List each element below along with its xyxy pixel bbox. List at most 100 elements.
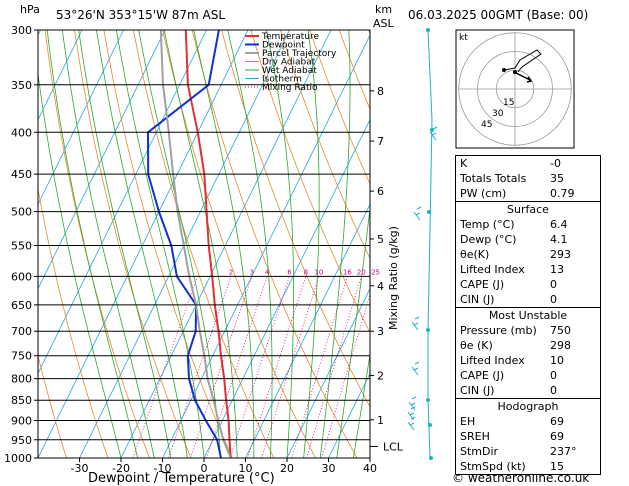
most-unstable-row: CIN (J) 0 xyxy=(456,383,600,398)
most-unstable-row: Lifted Index 10 xyxy=(456,353,600,368)
hodograph-row: EH 69 xyxy=(456,414,600,429)
index-value: 0.79 xyxy=(550,187,575,200)
mixing-ratio-tick-label: 4 xyxy=(265,268,270,276)
x-tick-label: 20 xyxy=(280,462,294,475)
wet-adiabat-line xyxy=(96,30,188,458)
legend-label: Dry Adiabat xyxy=(262,58,316,68)
surface-row: Temp (°C) 6.4 xyxy=(456,217,600,232)
storm-motion-arrow-icon xyxy=(515,72,533,83)
most-unstable-row: CAPE (J) 0 xyxy=(456,368,600,383)
pressure-tick-label: 700 xyxy=(11,325,32,338)
isotherm-line xyxy=(38,30,83,121)
hodograph-label: StmDir xyxy=(460,445,499,458)
index-row: K -0 xyxy=(456,156,600,171)
hodograph-row: StmSpd (kt) 15 xyxy=(456,459,600,474)
hodograph-value: 15 xyxy=(550,460,564,473)
mixing-ratio-line xyxy=(229,276,290,458)
dry-adiabat-line xyxy=(221,30,370,408)
dry-adiabat-line xyxy=(604,30,629,458)
index-value: -0 xyxy=(550,157,561,170)
surface-row: θe(K) 293 xyxy=(456,247,600,262)
pressure-tick-label: 600 xyxy=(11,270,32,283)
most-unstable-title: Most Unstable xyxy=(488,309,568,322)
wind-barb-icon xyxy=(407,406,416,421)
wet-adiabat-line xyxy=(353,352,370,458)
hodograph-kt-label: kt xyxy=(459,33,468,43)
wind-level-dot xyxy=(426,398,430,402)
legend-label: Isotherm xyxy=(262,75,302,85)
index-label: PW (cm) xyxy=(460,187,507,200)
km-tick-label: 1 xyxy=(377,414,384,427)
pressure-tick-label: 950 xyxy=(11,434,32,447)
mixing-ratio-line xyxy=(321,293,370,458)
legend-label: Dewpoint xyxy=(262,41,305,51)
hodograph-label: EH xyxy=(460,415,476,428)
pressure-tick-label: 650 xyxy=(11,299,32,312)
hodograph-value: 237° xyxy=(550,445,577,458)
surface-label: Dewp (°C) xyxy=(460,233,517,246)
wind-level-dot xyxy=(429,456,433,460)
dry-adiabat-line xyxy=(280,30,370,260)
isotherm-line xyxy=(328,372,370,458)
dry-adiabat-line xyxy=(309,30,370,185)
surface-label: θe(K) xyxy=(460,248,490,261)
most-unstable-label: Lifted Index xyxy=(460,354,525,367)
pressure-tick-label: 750 xyxy=(11,350,32,363)
legend-label: Wet Adiabat xyxy=(262,66,317,76)
mixing-ratio-tick-label: 2 xyxy=(229,268,233,276)
isotherm-line xyxy=(38,30,207,375)
x-tick-label: -20 xyxy=(112,462,130,475)
most-unstable-row: θe (K) 298 xyxy=(456,338,600,353)
surface-label: CIN (J) xyxy=(460,293,495,306)
index-value: 35 xyxy=(550,172,564,185)
pressure-tick-label: 450 xyxy=(11,168,32,181)
hodograph-ring-label: 30 xyxy=(492,109,504,119)
hpa-label: hPa xyxy=(20,3,40,16)
wet-adiabat-line xyxy=(303,30,320,458)
most-unstable-value: 0 xyxy=(550,369,557,382)
most-unstable-value: 750 xyxy=(550,324,571,337)
mixing-ratio-axis-title: Mixing Ratio (g/kg) xyxy=(387,226,400,330)
km-tick-label: 3 xyxy=(377,325,384,338)
legend-label: Temperature xyxy=(261,32,319,42)
most-unstable-label: CAPE (J) xyxy=(460,369,505,382)
hodograph-ring-label: 45 xyxy=(481,120,492,130)
hodograph-row: StmDir 237° xyxy=(456,444,600,459)
x-tick-label: 40 xyxy=(363,462,377,475)
isotherm-line xyxy=(245,203,370,458)
km-label: km xyxy=(375,3,393,16)
indices-panel: K -0 Totals Totals 35 PW (cm) 0.79 Surface Te… xyxy=(455,155,601,475)
pressure-tick-label: 350 xyxy=(11,79,32,92)
asl-label: ASL xyxy=(373,17,394,30)
wind-level-dot xyxy=(428,423,432,427)
hodograph-value: 69 xyxy=(550,415,564,428)
surface-value: 0 xyxy=(550,278,557,291)
wind-barb-icon xyxy=(411,316,420,331)
isotherm-line xyxy=(38,30,249,458)
mixing-ratio-tick-label: 6 xyxy=(287,268,292,276)
mixing-ratio-tick-label: 3 xyxy=(250,268,254,276)
mixing-ratio-tick-label: 8 xyxy=(304,268,308,276)
most-unstable-label: Pressure (mb) xyxy=(460,324,537,337)
pressure-tick-label: 850 xyxy=(11,394,32,407)
hodograph-ring-label: 15 xyxy=(503,98,514,108)
wind-level-dot xyxy=(426,328,430,332)
pressure-tick-label: 400 xyxy=(11,126,32,139)
surface-label: CAPE (J) xyxy=(460,278,505,291)
wet-adiabat-line xyxy=(61,30,155,458)
index-label: K xyxy=(460,157,468,170)
km-tick-label: 5 xyxy=(377,233,384,246)
mixing-ratio-tick-label: 16 xyxy=(343,268,352,276)
isotherm-line xyxy=(286,287,370,458)
surface-row: CIN (J) 0 xyxy=(456,292,600,307)
dry-adiabat-line xyxy=(38,354,67,458)
mixing-ratio-line xyxy=(247,276,307,458)
plot-frame xyxy=(37,29,371,459)
wind-barb-icon xyxy=(411,361,420,376)
hodograph-value: 69 xyxy=(550,430,564,443)
pressure-tick-label: 1000 xyxy=(4,452,32,465)
wet-adiabat-line xyxy=(227,30,273,458)
most-unstable-row: Pressure (mb) 750 xyxy=(456,323,600,338)
surface-value: 293 xyxy=(550,248,571,261)
